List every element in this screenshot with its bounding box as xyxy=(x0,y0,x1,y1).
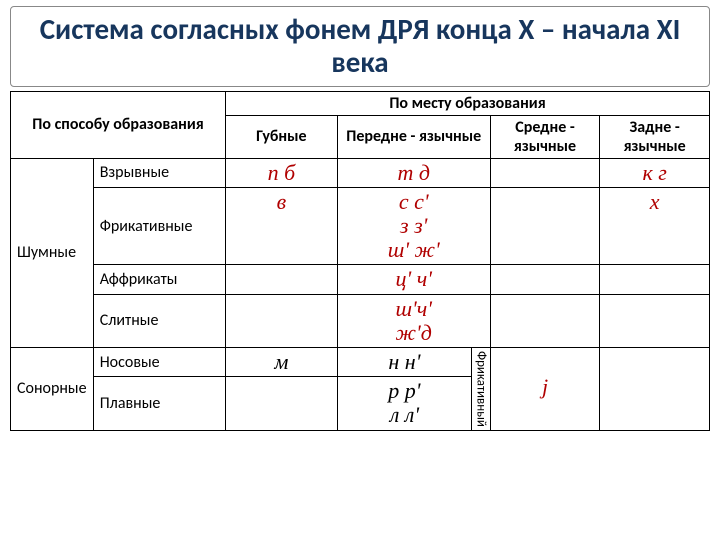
cell-fric-labial: в xyxy=(226,187,338,265)
fricative-side-label: Фрикативный xyxy=(472,348,491,431)
cell-affr-front: ц' ч' xyxy=(337,265,490,294)
cell-fric-mid xyxy=(490,187,600,265)
header-place: По месту образования xyxy=(226,91,710,115)
cell-affr-labial xyxy=(226,265,338,294)
cell-fused-labial xyxy=(226,294,338,347)
cell-liquid-front-1: р р' xyxy=(342,379,467,403)
cell-j: j xyxy=(490,348,600,431)
cell-plosive-back: к г xyxy=(600,158,710,187)
row-plosive: Взрывные xyxy=(93,158,225,187)
cell-fused-front-1: ш'ч' xyxy=(342,297,486,321)
row-nasal: Носовые xyxy=(93,348,225,377)
header-labial: Губные xyxy=(226,115,338,158)
header-mid: Средне - язычные xyxy=(490,115,600,158)
row-liquid: Плавные xyxy=(93,377,225,430)
cell-fric-front: с с' з з' ш' ж' xyxy=(337,187,490,265)
cell-fused-front-2: ж'д xyxy=(342,321,486,345)
cell-plosive-labial: п б xyxy=(226,158,338,187)
cell-plosive-mid xyxy=(490,158,600,187)
phoneme-table: По способу образования По месту образова… xyxy=(10,91,710,431)
cell-fric-back: х xyxy=(600,187,710,265)
cell-plosive-front: т д xyxy=(337,158,490,187)
header-method: По способу образования xyxy=(11,91,226,158)
cell-fused-mid xyxy=(490,294,600,347)
cell-fused-front: ш'ч' ж'д xyxy=(337,294,490,347)
cell-liquid-labial xyxy=(226,377,338,430)
cell-fric-front-1: с с' xyxy=(342,190,486,214)
row-fused: Слитные xyxy=(93,294,225,347)
cell-fric-front-2: з з' xyxy=(342,214,486,238)
cell-affr-back xyxy=(600,265,710,294)
header-back: Задне - язычные xyxy=(600,115,710,158)
row-noisy: Шумные xyxy=(11,158,94,347)
page-title: Система согласных фонем ДРЯ конца X – на… xyxy=(10,6,710,87)
row-sonorant: Сонорные xyxy=(11,348,94,431)
row-fricative: Фрикативные xyxy=(93,187,225,265)
cell-nasal-front: н н' xyxy=(337,348,471,377)
cell-liquid-front: р р' л л' xyxy=(337,377,471,430)
cell-sonor-back xyxy=(600,348,710,431)
cell-fric-front-3: ш' ж' xyxy=(342,238,486,262)
cell-nasal-labial: м xyxy=(226,348,338,377)
row-affricate: Аффрикаты xyxy=(93,265,225,294)
header-front: Передне - язычные xyxy=(337,115,490,158)
cell-liquid-front-2: л л' xyxy=(342,403,467,427)
cell-fused-back xyxy=(600,294,710,347)
cell-affr-mid xyxy=(490,265,600,294)
